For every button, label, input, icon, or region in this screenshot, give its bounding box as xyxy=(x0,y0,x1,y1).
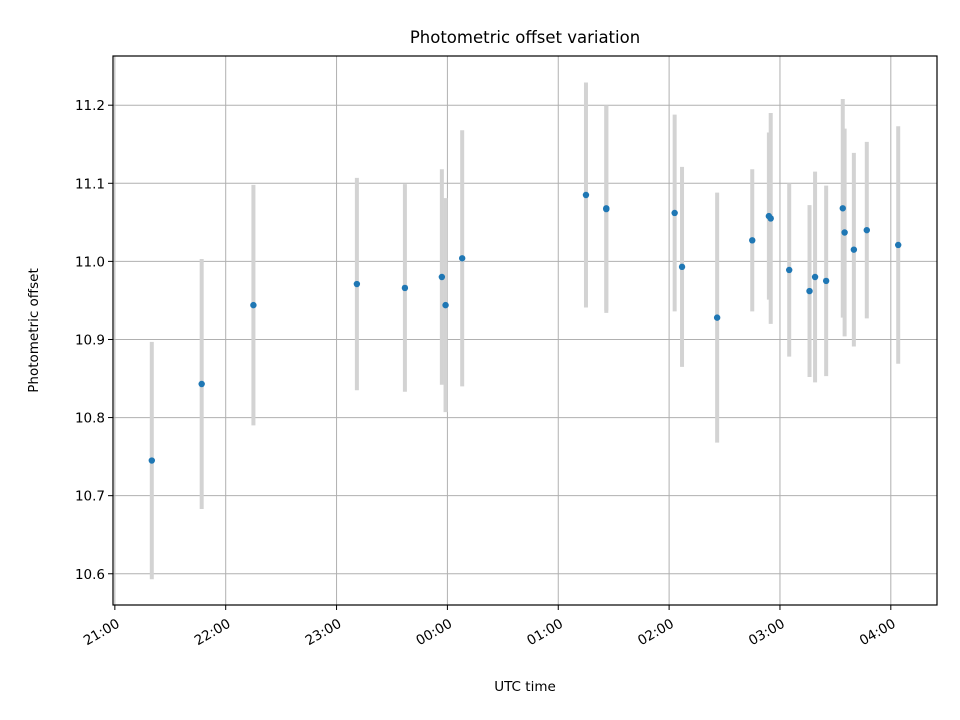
data-point xyxy=(713,314,721,321)
data-point xyxy=(458,255,466,262)
data-point xyxy=(671,209,678,217)
data-point xyxy=(850,246,858,253)
data-point xyxy=(401,284,409,292)
y-tick-label: 10.9 xyxy=(75,332,105,348)
y-axis-label: Photometric offset xyxy=(26,268,42,392)
data-point xyxy=(148,457,155,464)
data-point xyxy=(806,287,813,295)
x-tick-label: 03:00 xyxy=(746,616,788,649)
y-tick-label: 11.1 xyxy=(75,176,105,192)
data-point xyxy=(839,205,846,212)
data-point xyxy=(811,273,819,281)
x-axis-label: UTC time xyxy=(494,679,556,695)
chart-title: Photometric offset variation xyxy=(410,28,640,47)
x-tick-label: 22:00 xyxy=(192,616,234,649)
data-point xyxy=(353,280,361,288)
x-tick-label: 04:00 xyxy=(857,616,899,649)
data-point xyxy=(767,215,774,222)
data-point xyxy=(863,226,870,234)
plot-frame xyxy=(112,55,938,606)
data-point xyxy=(822,277,830,285)
ticks: 21:00 22:00 23:00 00:00 01:00 02:00 03:00 04:00… xyxy=(75,98,899,649)
data-point xyxy=(678,263,686,271)
x-tick-label: 00:00 xyxy=(413,616,455,649)
x-tick-label: 02:00 xyxy=(635,616,677,649)
data-point xyxy=(785,266,793,274)
y-tick-label: 11.0 xyxy=(75,254,105,270)
grid xyxy=(113,56,937,605)
data-point xyxy=(603,205,610,213)
data-point xyxy=(749,237,756,244)
data-point xyxy=(250,301,257,309)
y-tick-label: 10.8 xyxy=(75,411,105,427)
y-tick-label: 10.6 xyxy=(75,567,105,583)
x-tick-label: 23:00 xyxy=(303,616,345,649)
error-bars xyxy=(149,82,901,580)
data-point xyxy=(841,229,848,236)
x-tick-label: 21:00 xyxy=(81,616,123,649)
data-point xyxy=(895,241,902,249)
data-point xyxy=(198,380,205,388)
x-tick-label: 01:00 xyxy=(524,616,566,649)
data-point xyxy=(438,273,446,281)
y-tick-label: 10.7 xyxy=(75,489,105,505)
y-tick-label: 11.2 xyxy=(75,98,105,114)
data-points xyxy=(148,191,902,464)
data-point xyxy=(442,301,449,309)
data-point xyxy=(582,191,590,199)
